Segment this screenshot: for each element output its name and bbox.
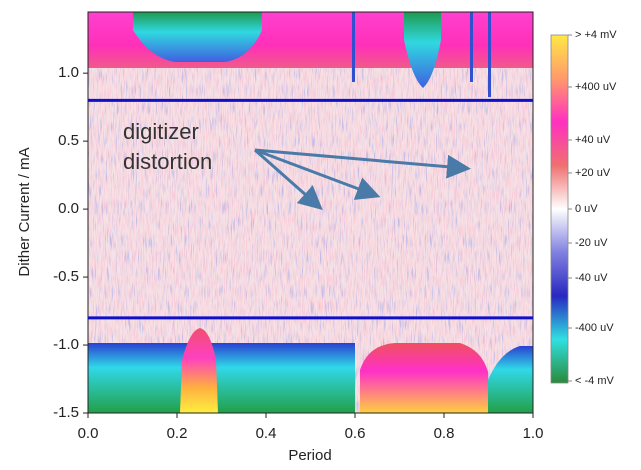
y-tick-label: -0.5 (53, 268, 79, 285)
arrow (254, 148, 323, 210)
colorbar-label: -40 uV (575, 272, 608, 284)
y-tick-label: 0.0 (58, 200, 79, 217)
x-tick-label: 0.8 (434, 425, 455, 442)
x-tick-label: 0.4 (256, 425, 277, 442)
annotation: digitizer distortion (123, 119, 471, 210)
x-tick-label: 0.6 (345, 425, 366, 442)
y-tick-label: 1.0 (58, 64, 79, 81)
x-tick-label: 1.0 (523, 425, 544, 442)
heatmap (88, 12, 533, 413)
plot-frame (87, 11, 534, 414)
y-tick-label: 0.5 (58, 132, 79, 149)
x-tick-label: 0.2 (167, 425, 188, 442)
arrow (254, 148, 471, 179)
annotation-text: digitizer (123, 119, 199, 144)
colorbar-label: -20 uV (575, 237, 608, 249)
colorbar-label: +20 uV (575, 167, 611, 179)
arrow (254, 148, 381, 200)
colorbar-label: +400 uV (575, 81, 617, 93)
x-tick-label: 0.0 (78, 425, 99, 442)
colorbar-label: +40 uV (575, 134, 611, 146)
x-axis-label: Period (288, 447, 331, 464)
colorbar: > +4 mV +400 uV +40 uV +20 uV 0 uV -20 uV -40 … (550, 29, 617, 387)
y-tick-label: -1.0 (53, 336, 79, 353)
colorbar-label: > +4 mV (575, 29, 617, 41)
colorbar-scale (550, 34, 569, 384)
colorbar-label: -400 uV (575, 322, 614, 334)
colorbar-label: 0 uV (575, 203, 598, 215)
colorbar-label: < -4 mV (575, 375, 614, 387)
y-tick-label: -1.5 (53, 404, 79, 421)
annotation-text: distortion (123, 149, 212, 174)
y-axis-label: Dither Current / mA (16, 147, 33, 276)
